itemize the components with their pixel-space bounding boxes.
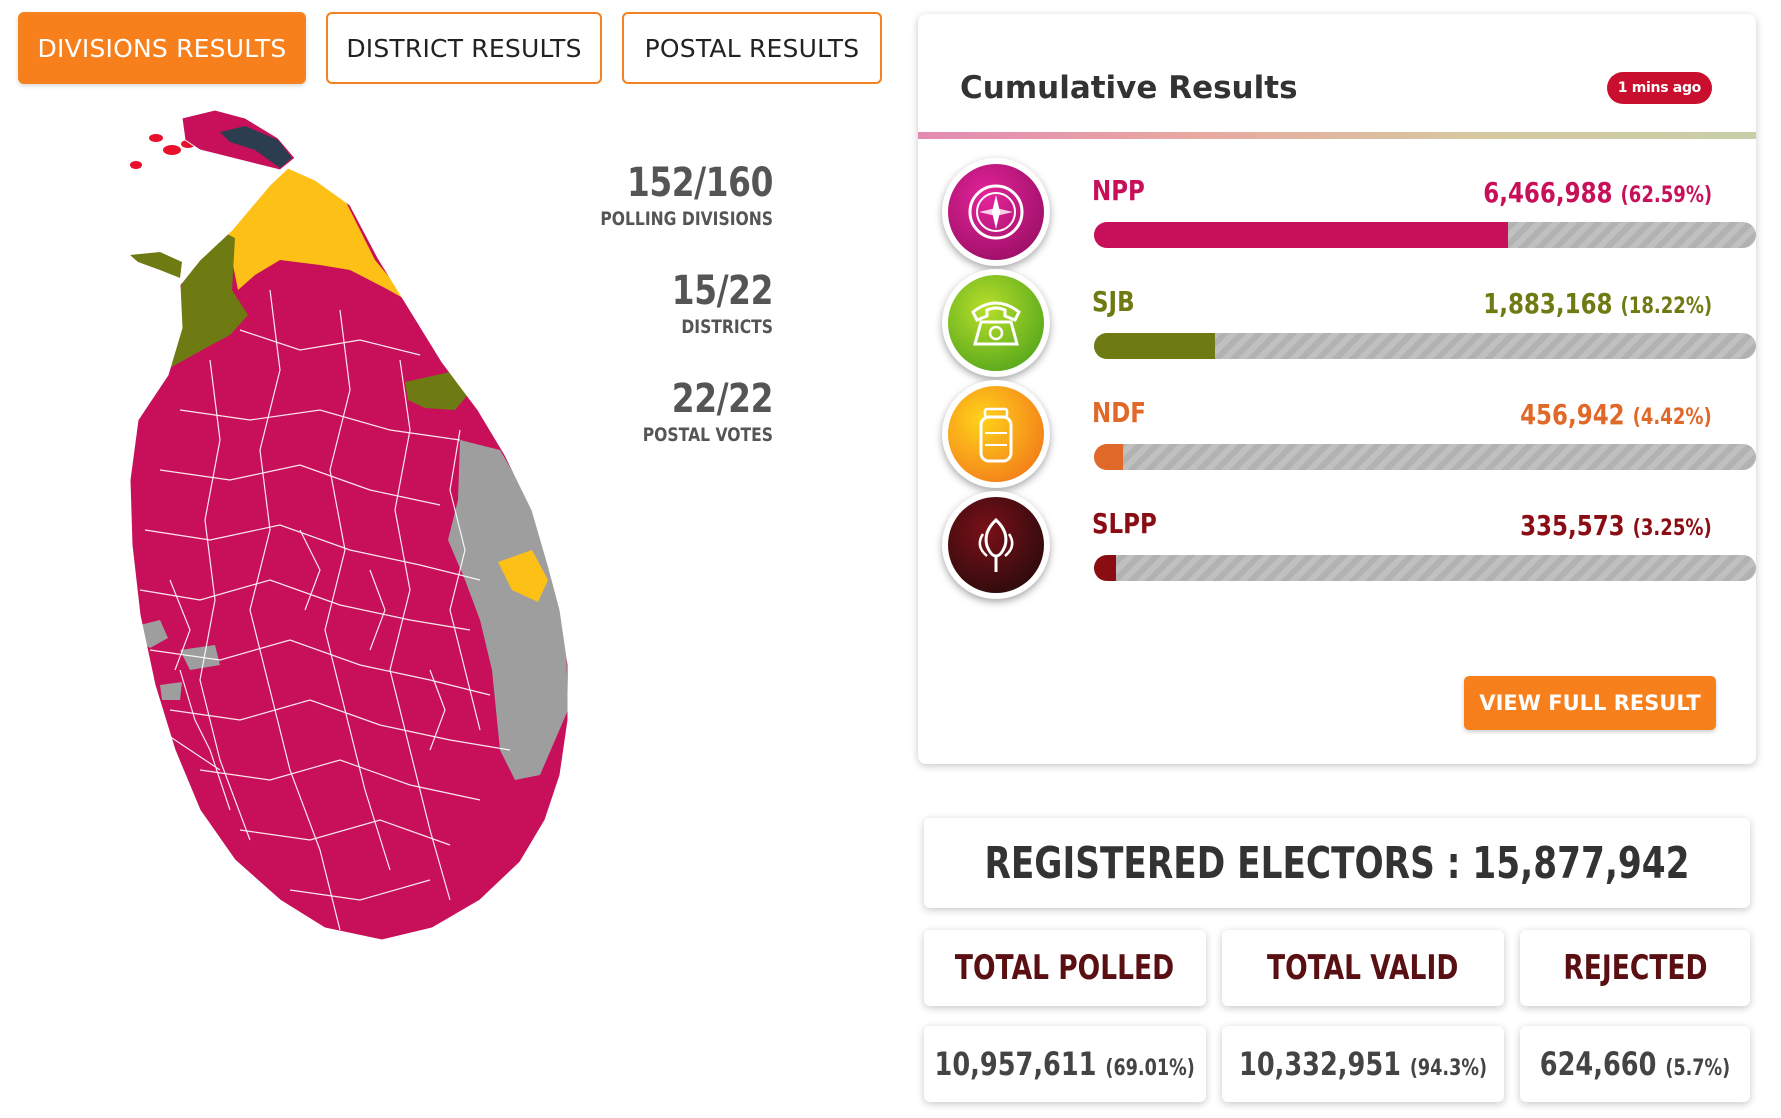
vote-percent: (3.25%) — [1632, 516, 1712, 541]
registered-electors-box: REGISTERED ELECTORS : 15,877,942 — [924, 818, 1750, 908]
party-row-npp[interactable]: NPP 6,466,988 (62.59%) — [942, 158, 1756, 268]
postal-votes-label: POSTAL VOTES — [642, 424, 773, 446]
tab-divisions-results[interactable]: DIVISIONS RESULTS — [18, 12, 306, 84]
party-votes: 456,942 (4.42%) — [1520, 398, 1712, 431]
party-row-sjb[interactable]: SJB 1,883,168 (18.22%) — [942, 269, 1756, 379]
compass-icon — [942, 158, 1050, 266]
counting-progress: 152/160 POLLING DIVISIONS 15/22 DISTRICT… — [553, 160, 773, 484]
postal-votes-count: 22/22 POSTAL VOTES — [553, 376, 774, 446]
vote-share-fill — [1094, 444, 1124, 470]
total-valid-value-box: 10,332,951 (94.3%) — [1222, 1026, 1504, 1102]
vote-count: 6,466,988 — [1483, 176, 1613, 209]
polling-divisions-label: POLLING DIVISIONS — [600, 208, 773, 230]
vote-share-fill — [1094, 555, 1116, 581]
telephone-icon — [942, 269, 1050, 377]
island-outline — [129, 167, 569, 941]
vote-count: 335,573 — [1520, 509, 1625, 542]
vote-percent: (18.22%) — [1620, 294, 1712, 319]
vote-share-bar — [1094, 222, 1756, 248]
party-row-slpp[interactable]: SLPP 335,573 (3.25%) — [942, 491, 1756, 601]
updated-badge: 1 mins ago — [1606, 72, 1712, 104]
title-divider — [918, 132, 1756, 139]
postal-votes-value: 22/22 — [671, 376, 774, 422]
division-boundaries — [139, 289, 511, 931]
batticaloa-yellow-region[interactable] — [498, 550, 548, 602]
vote-share-fill — [1094, 333, 1215, 359]
result-type-tabs: DIVISIONS RESULTS DISTRICT RESULTS POSTA… — [18, 12, 882, 84]
total-polled-number: 10,957,611 — [934, 1045, 1097, 1083]
gas-cylinder-icon — [942, 380, 1050, 488]
sri-lanka-results-map[interactable] — [120, 110, 680, 1030]
districts-label: DISTRICTS — [681, 316, 773, 338]
total-valid-label: TOTAL VALID — [1267, 948, 1459, 988]
northern-islands — [130, 131, 207, 169]
registered-electors-text: REGISTERED ELECTORS : 15,877,942 — [984, 837, 1690, 889]
districts-value: 15/22 — [671, 268, 774, 314]
party-name: NPP — [1092, 174, 1145, 207]
rejected-value: 624,660 (5.7%) — [1540, 1045, 1730, 1083]
view-full-result-button[interactable]: VIEW FULL RESULT — [1464, 676, 1716, 730]
total-polled-percent: (69.01%) — [1105, 1056, 1196, 1081]
vote-count: 1,883,168 — [1483, 287, 1613, 320]
mannar-island-region[interactable] — [130, 252, 182, 278]
rejected-label: REJECTED — [1562, 948, 1708, 988]
total-polled-value: 10,957,611 (69.01%) — [935, 1045, 1195, 1083]
party-votes: 6,466,988 (62.59%) — [1483, 176, 1712, 209]
districts-count: 15/22 DISTRICTS — [553, 268, 774, 338]
tab-district-results[interactable]: DISTRICT RESULTS — [326, 12, 602, 84]
jaffna-dark-region[interactable] — [220, 126, 292, 168]
total-polled-header: TOTAL POLLED — [924, 930, 1206, 1006]
rejected-number: 624,660 — [1539, 1045, 1657, 1083]
rejected-value-box: 624,660 (5.7%) — [1520, 1026, 1750, 1102]
flower-bud-icon — [942, 491, 1050, 599]
party-votes: 1,883,168 (18.22%) — [1483, 287, 1712, 320]
total-valid-header: TOTAL VALID — [1222, 930, 1504, 1006]
vote-percent: (4.42%) — [1632, 405, 1712, 430]
vote-count: 456,942 — [1520, 398, 1625, 431]
party-name: SLPP — [1092, 507, 1157, 540]
total-polled-label: TOTAL POLLED — [955, 948, 1175, 988]
vote-percent: (62.59%) — [1620, 183, 1712, 208]
party-votes: 335,573 (3.25%) — [1520, 509, 1712, 542]
party-row-ndf[interactable]: NDF 456,942 (4.42%) — [942, 380, 1756, 490]
rejected-header: REJECTED — [1520, 930, 1750, 1006]
trincomalee-olive-region[interactable] — [405, 372, 470, 410]
cumulative-results-title: Cumulative Results — [960, 70, 1298, 106]
west-pending-region-3[interactable] — [160, 682, 182, 700]
vote-share-bar — [1094, 555, 1756, 581]
polling-divisions-value: 152/160 — [626, 160, 773, 206]
polling-divisions-count: 152/160 POLLING DIVISIONS — [553, 160, 773, 230]
cumulative-results-card: Cumulative Results 1 mins ago NPP 6,466,… — [918, 14, 1756, 764]
total-valid-percent: (94.3%) — [1409, 1056, 1488, 1081]
tab-postal-results[interactable]: POSTAL RESULTS — [622, 12, 882, 84]
vote-share-fill — [1094, 222, 1509, 248]
total-valid-value: 10,332,951 (94.3%) — [1239, 1045, 1487, 1083]
vanni-olive-region[interactable] — [168, 228, 248, 368]
party-name: NDF — [1092, 396, 1146, 429]
vote-share-bar — [1094, 444, 1756, 470]
vote-share-bar — [1094, 333, 1756, 359]
rejected-percent: (5.7%) — [1665, 1056, 1731, 1081]
party-name: SJB — [1092, 285, 1135, 318]
total-polled-value-box: 10,957,611 (69.01%) — [924, 1026, 1206, 1102]
total-valid-number: 10,332,951 — [1239, 1045, 1401, 1083]
